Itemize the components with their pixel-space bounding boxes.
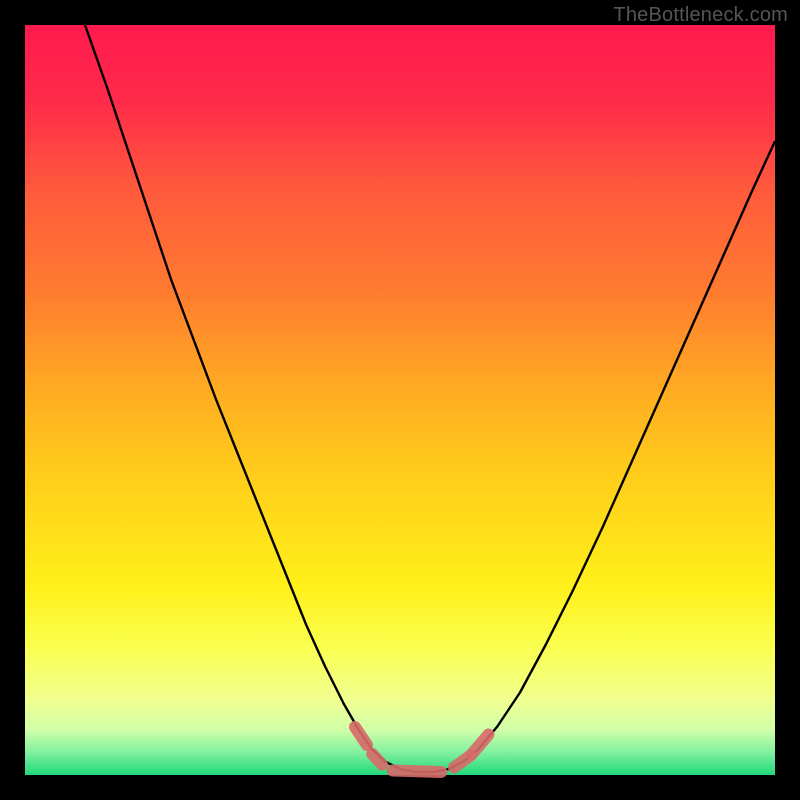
watermark-text: TheBottleneck.com: [613, 4, 788, 27]
bottleneck-plot: [0, 0, 800, 800]
plot-bg: [25, 25, 775, 775]
